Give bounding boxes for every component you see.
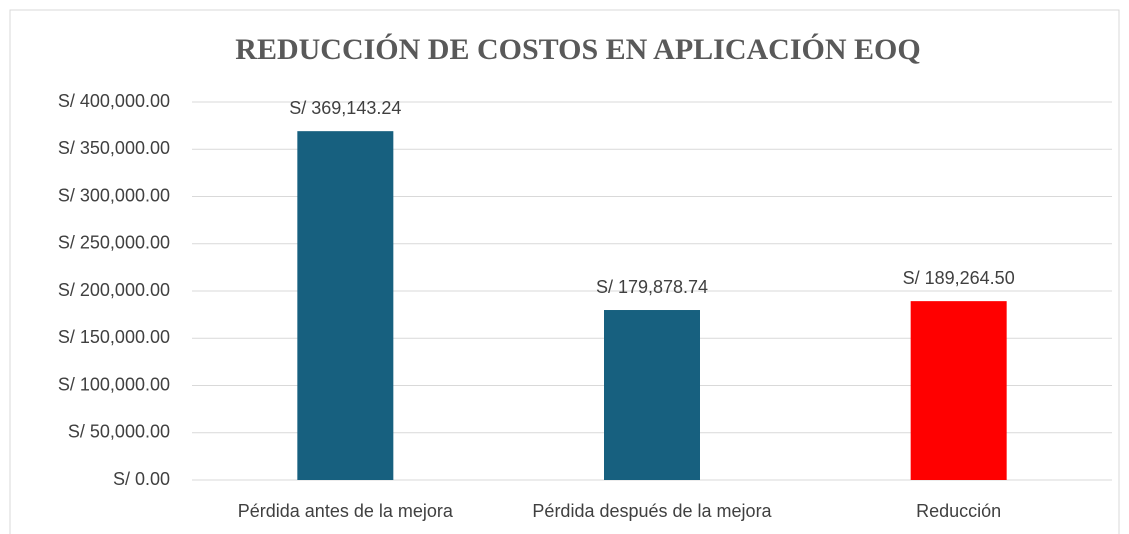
y-tick-label: S/ 150,000.00: [58, 327, 170, 347]
chart-title: REDUCCIÓN DE COSTOS EN APLICACIÓN EOQ: [235, 33, 920, 66]
x-tick-label: Pérdida después de la mejora: [532, 501, 772, 521]
y-tick-label: S/ 0.00: [113, 469, 170, 489]
y-tick-label: S/ 250,000.00: [58, 233, 170, 253]
y-tick-label: S/ 300,000.00: [58, 185, 170, 205]
chart-frame: [9, 9, 1120, 534]
y-tick-label: S/ 100,000.00: [58, 374, 170, 394]
x-tick-label: Pérdida antes de la mejora: [238, 501, 454, 521]
bar: [604, 310, 700, 480]
y-tick-label: S/ 400,000.00: [58, 91, 170, 111]
bar: [910, 301, 1007, 480]
x-tick-label: Reducción: [916, 501, 1001, 521]
y-tick-label: S/ 50,000.00: [68, 422, 170, 442]
data-label: S/ 369,143.24: [289, 98, 401, 118]
bar: [297, 131, 394, 480]
data-label: S/ 189,264.50: [903, 268, 1015, 288]
y-tick-label: S/ 200,000.00: [58, 280, 170, 300]
data-label: S/ 179,878.74: [596, 277, 708, 297]
y-tick-label: S/ 350,000.00: [58, 138, 170, 158]
